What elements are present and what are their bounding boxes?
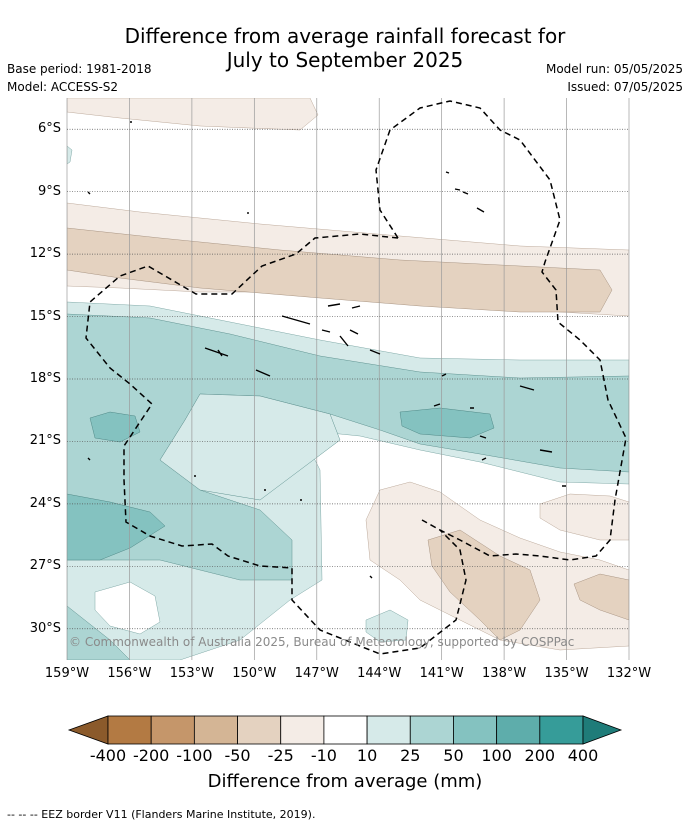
colorbar-segment [453,715,498,745]
contour-wet-edge-top [67,145,73,165]
colorbar-tick-label: -400 [89,746,127,765]
contour-wet-small-south [365,609,409,643]
colorbar [67,715,623,745]
latitude-label: 18°S [29,371,61,386]
title-line-2: July to September 2025 [226,48,464,72]
contour-dry-medium-southeast [573,573,629,621]
longitude-label: 135°W [544,666,589,681]
colorbar-segment [496,715,541,745]
colorbar-tick-label: 50 [443,746,464,765]
colorbar-segment [539,715,584,745]
eez-borders [85,100,627,655]
longitude-label: 159°W [44,666,90,681]
meta-left: Base period: 1981-2018 Model: ACCESS-S2 [7,60,152,96]
contour-hole-lower-left [94,581,161,635]
colorbar-tick-label: -200 [133,746,170,765]
colorbar-segment [107,715,152,745]
grid-lines [66,98,630,660]
model-text: Model: ACCESS-S2 [7,80,119,94]
issued-text: Issued: 07/05/2025 [567,80,683,94]
longitude-label: 141°W [419,666,464,681]
colorbar-tick-label: 25 [400,746,421,765]
latitude-label: 30°S [29,620,61,636]
eez-border-north [375,100,627,561]
longitude-label: 138°W [482,666,527,681]
islands [87,121,566,579]
map-title: Difference from average rainfall forecas… [0,24,690,72]
island-cluster-north [445,171,485,213]
model-run-text: Model run: 05/05/2025 [545,62,683,76]
contour-wet-dark-southwest [67,493,166,561]
contour-wet-dark-west [89,411,141,443]
colorbar-tick-label: 200 [524,746,556,765]
contour-dry-medium-band [67,227,613,313]
colorbar-tick-label: -50 [224,746,251,765]
longitude-label: 132°W [606,666,652,681]
latitude-label: 24°S [29,495,61,511]
base-period-text: Base period: 1981-2018 [7,62,152,76]
latitude-label: 6°S [37,121,61,137]
island-cluster-east [433,373,553,461]
colorbar-segment [366,715,411,745]
colorbar-segment [150,715,195,745]
colorbar-segment [193,715,238,745]
colorbar-extend-low [67,715,109,745]
colorbar-segment [409,715,454,745]
latitude-label: 15°S [29,308,61,324]
island-cluster-central [281,303,381,355]
latitude-label: 27°S [29,558,61,574]
colorbar-tick-label: -100 [176,746,213,765]
copyright-text: © Commonwealth of Australia 2025, Bureau… [69,635,575,649]
colorbar-segment [237,715,282,745]
colorbar-segment [280,715,325,745]
colorbar-title: Difference from average (mm) [207,771,483,792]
eez-footnote: -- -- -- EEZ border V11 (Flanders Marine… [7,808,316,821]
eez-border-central [85,233,467,655]
contour-wet-corner [67,605,131,660]
contour-wet-hole [159,393,341,501]
longitude-label: 147°W [294,666,339,681]
latitude-label: 9°S [37,183,61,199]
longitude-label: 144°W [357,666,402,681]
title-line-1: Difference from average rainfall forecas… [124,24,566,48]
island-cluster-west [204,347,271,377]
latitude-label: 12°S [29,246,61,262]
island-small-marks [87,121,566,579]
colorbar-segment [323,715,368,745]
colorbar-tick-label: 100 [481,746,512,765]
contour-wet-dark-east [399,407,495,439]
longitude-label: 156°W [107,666,152,681]
colorbar-extend-high [582,715,623,745]
colorbar-tick-label: 400 [567,746,599,765]
colorbar-tick-label: 10 [356,746,378,765]
colorbar-tick-label: -10 [310,746,337,765]
longitude-label: 150°W [232,666,277,681]
latitude-label: 21°S [29,433,61,449]
contour-dry-light-east [539,493,629,541]
colorbar-tick-label: -25 [267,746,294,765]
contour-dry-medium-south [427,529,541,641]
meta-right: Model run: 05/05/2025 Issued: 07/05/2025 [546,60,683,96]
longitude-label: 153°W [169,666,214,681]
